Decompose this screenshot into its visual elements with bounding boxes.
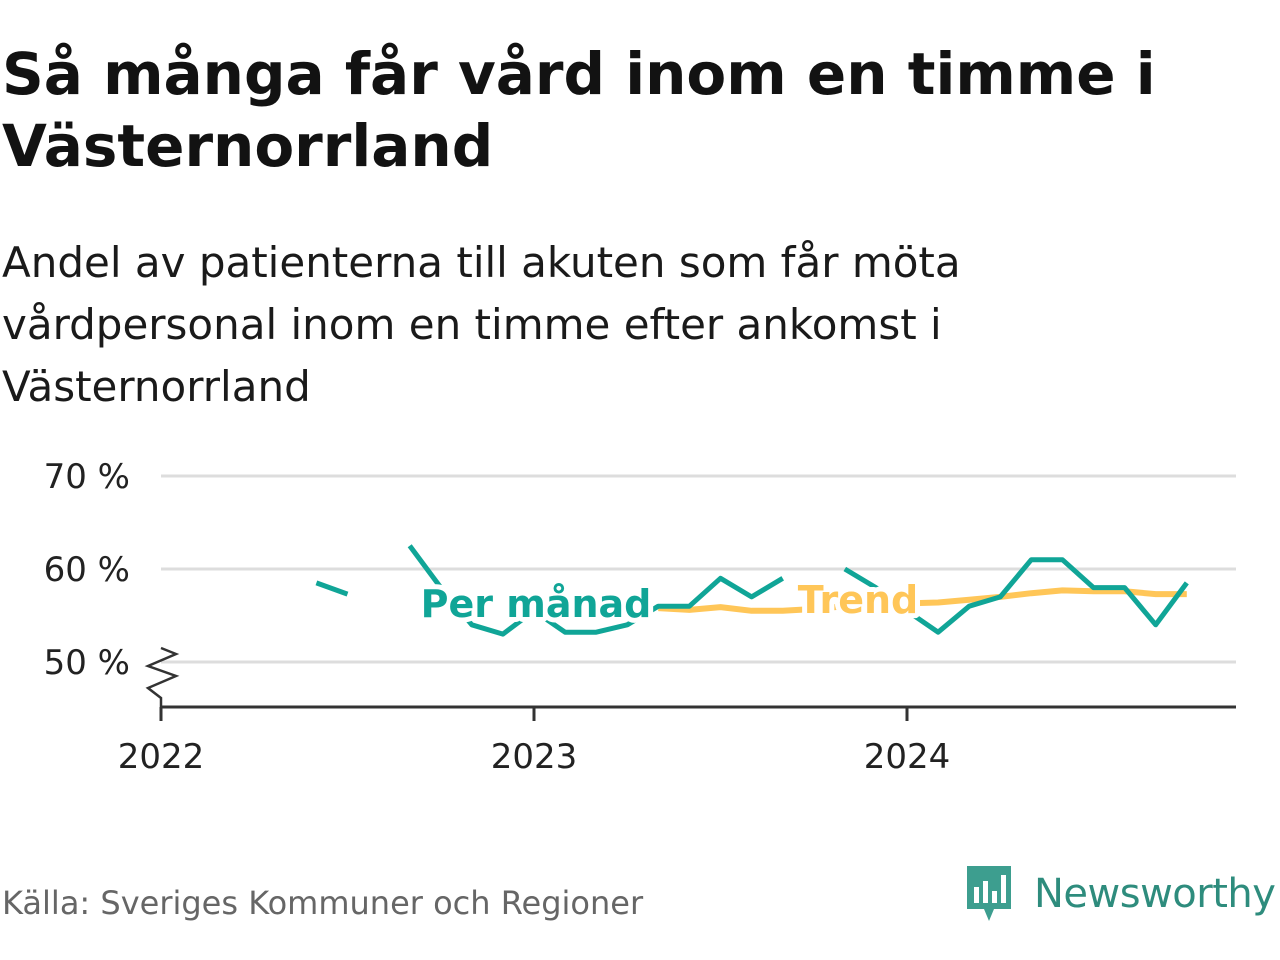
- series-line-trend: [658, 587, 1187, 614]
- x-tick-label: 2022: [118, 737, 205, 777]
- y-axis-break: [144, 646, 180, 707]
- series-line-monthly: [843, 557, 1189, 635]
- series-label-monthly: Per månad: [421, 582, 652, 626]
- series-line-monthly: [407, 544, 784, 637]
- series-labels: Per månad Trend: [416, 573, 924, 631]
- chart-title: Så många får vård inom en timme i Väster…: [2, 40, 1156, 180]
- x-tick-label: 2023: [491, 737, 578, 777]
- series-line-monthly: [315, 580, 349, 597]
- y-tick-label: 50 %: [44, 643, 130, 683]
- brand-name: Newsworthy: [1034, 871, 1276, 917]
- y-tick-label: 70 %: [44, 457, 130, 497]
- source-note: Källa: Sveriges Kommuner och Regioner: [2, 884, 644, 922]
- axes: 50 % 60 % 70 % 2022 2023 2024: [44, 457, 1236, 777]
- newsworthy-logo-icon: [967, 866, 1011, 921]
- grid-lines: [161, 474, 1236, 664]
- x-tick-label: 2024: [864, 737, 951, 777]
- brand-logo: Newsworthy: [964, 862, 1276, 926]
- y-tick-label: 60 %: [44, 550, 130, 590]
- line-chart: 50 % 60 % 70 % 2022 2023 2024 Per månad Trend: [44, 457, 1236, 777]
- series-label-trend: Trend: [798, 578, 919, 622]
- chart-subtitle: Andel av patienterna till akuten som får…: [2, 238, 961, 411]
- series-lines: [315, 544, 1189, 637]
